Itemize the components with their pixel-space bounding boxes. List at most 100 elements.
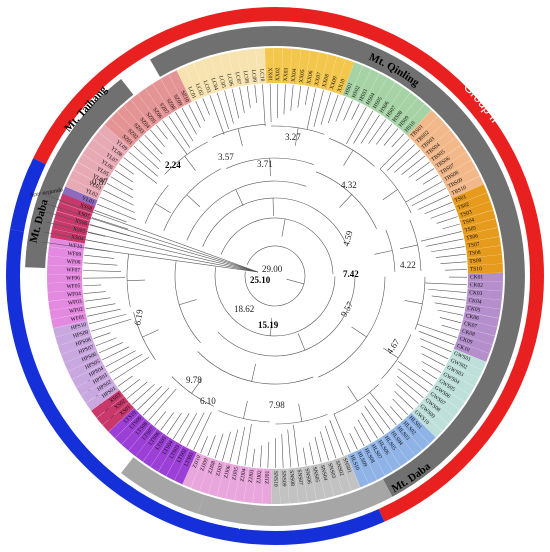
terminal-branch: [142, 387, 170, 416]
terminal-branch: [173, 413, 190, 440]
clade-stem: [243, 400, 248, 419]
leaf-label: TS06: [466, 233, 479, 241]
leaf-label: LC04: [209, 77, 219, 91]
leaf-label: ZJJ02: [256, 470, 263, 484]
leaf-tile: [210, 54, 229, 91]
terminal-branch: [109, 353, 143, 374]
terminal-branch: [106, 182, 134, 199]
leaf-tile: [47, 274, 83, 284]
leaf-label: SNS04: [319, 465, 329, 482]
terminal-branch: [437, 309, 463, 316]
clade-stem: [286, 278, 305, 285]
leaf-tile: [50, 228, 87, 244]
leaf-ring: YL01YL02YL03YL04YL05YL06YL07YL08YL09SZ01…: [47, 48, 503, 504]
terminal-branch: [154, 411, 167, 426]
leaf-tile: [361, 445, 385, 480]
leaf-tile: [294, 467, 308, 503]
terminal-branch: [231, 88, 240, 119]
clade-stem: [351, 326, 367, 338]
leaf-tile: [363, 73, 388, 109]
leaf-tile: [347, 452, 369, 488]
terminal-branch: [287, 429, 292, 468]
terminal-branch: [421, 369, 438, 380]
node-label: 6.10: [200, 396, 216, 406]
leaf-tile: [71, 363, 107, 388]
leaf-tile: [370, 77, 396, 112]
leaf-tile: [202, 57, 221, 94]
terminal-branch: [239, 87, 245, 113]
leaf-tile: [281, 48, 292, 84]
leaf-label: SNS05: [311, 466, 320, 483]
terminal-branch: [93, 332, 111, 339]
leaf-label: TS04: [462, 217, 475, 226]
leaf-tile: [102, 402, 135, 432]
leaf-label: WF06: [66, 275, 80, 281]
terminal-branch: [222, 431, 231, 461]
leaf-tile: [444, 167, 480, 192]
clade-arc: [318, 276, 386, 378]
leaf-tile: [332, 457, 352, 494]
terminal-branch: [267, 441, 270, 468]
terminal-branch: [244, 424, 252, 466]
leaf-tile: [416, 401, 449, 431]
leaf-label: TS10: [470, 266, 482, 272]
leaf-label: YL01: [81, 196, 95, 206]
terminal-branch: [254, 85, 257, 104]
terminal-branch: [308, 442, 314, 465]
terminal-branch: [144, 134, 163, 155]
leaf-tile: [441, 159, 476, 185]
leaf-tile: [426, 389, 460, 417]
terminal-branch: [83, 291, 106, 294]
leaf-label: TS03: [460, 209, 473, 218]
leaf-label: SZ07: [158, 102, 170, 115]
node-label: 18.62: [234, 304, 254, 314]
leaf-tile: [190, 455, 211, 492]
leaf-tile: [271, 468, 281, 504]
terminal-branch: [117, 375, 133, 387]
tree-branches: [39, 84, 468, 469]
leaf-tile: [454, 192, 491, 213]
terminal-branch: [426, 238, 464, 247]
leaf-tile: [465, 236, 501, 251]
leaf-label: XX04: [291, 68, 298, 82]
outgroup-branch: [39, 192, 259, 273]
leaf-label: CK10: [456, 343, 471, 353]
clade-stem: [186, 194, 201, 208]
terminal-branch: [83, 284, 102, 287]
leaf-label: SNS03: [326, 462, 336, 479]
leaf-tile: [349, 65, 372, 101]
terminal-branch: [420, 231, 462, 242]
leaf-label: HPS07: [78, 344, 95, 355]
terminal-branch: [160, 412, 174, 431]
terminal-branch: [91, 217, 129, 230]
leaf-tile: [448, 175, 484, 199]
terminal-branch: [96, 203, 137, 221]
leaf-tile: [451, 184, 488, 206]
leaf-tile: [252, 468, 264, 504]
node-label: 7.42: [343, 269, 359, 279]
clade-stem: [374, 250, 393, 255]
terminal-branch: [290, 84, 294, 111]
clade-arc: [414, 276, 426, 330]
leaf-label: CK02: [470, 282, 484, 289]
leaf-tile: [456, 334, 493, 354]
terminal-branch: [99, 196, 135, 213]
terminal-branch: [430, 209, 456, 219]
clade-arc: [409, 219, 422, 272]
clade-stem: [297, 333, 306, 351]
group-ii-arc: [33, 7, 544, 522]
terminal-branch: [188, 104, 201, 128]
node-label: 7.98: [269, 400, 285, 410]
terminal-branch: [96, 337, 117, 347]
terminal-branch: [428, 288, 467, 293]
clade-arc: [202, 197, 347, 247]
leaf-tile: [342, 62, 363, 98]
terminal-branch: [156, 124, 168, 140]
leaf-tile: [376, 82, 403, 117]
leaf-tile: [121, 418, 151, 451]
leaf-tile: [73, 161, 108, 187]
terminal-branch: [351, 103, 360, 120]
leaf-tile: [287, 467, 299, 504]
leaf-tile: [312, 52, 329, 89]
terminal-branch: [367, 399, 391, 430]
